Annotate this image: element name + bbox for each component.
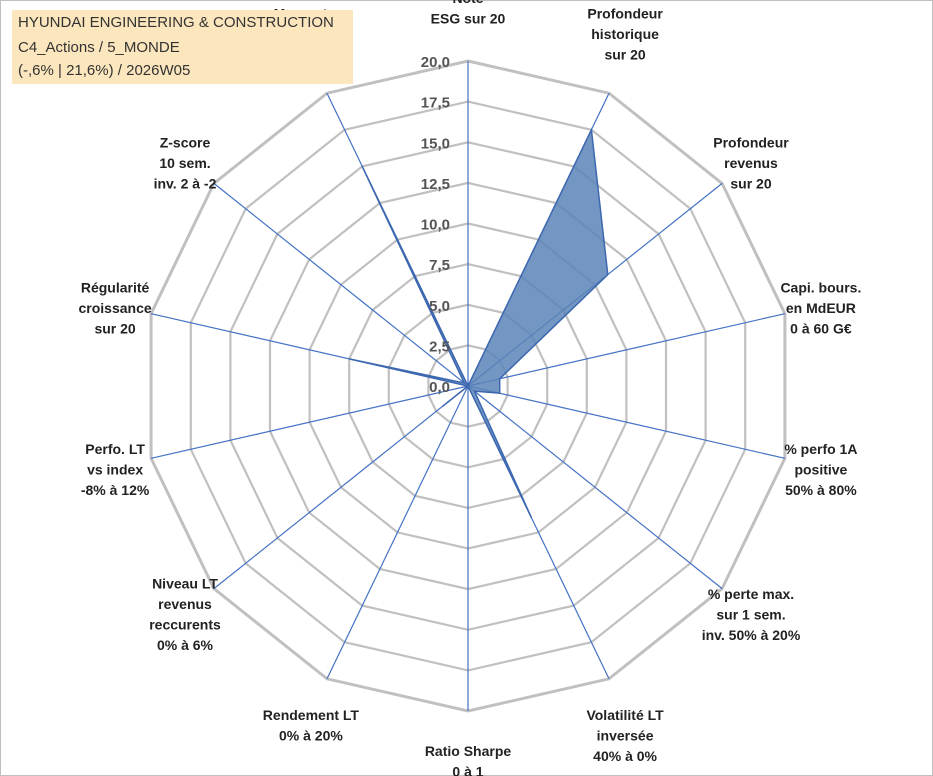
- tick-label: 5,0: [429, 298, 450, 315]
- axis-label: Z-score: [160, 135, 211, 151]
- axis-label: 40% à 0%: [593, 748, 657, 764]
- chart-period: (-,6% | 21,6%) / 2026W05: [18, 62, 191, 79]
- axis-label: Capi. bours.: [780, 280, 861, 296]
- axis-label: sur 20: [730, 176, 771, 192]
- axis-label: sur 20: [94, 321, 135, 337]
- tick-label: 12,5: [421, 176, 450, 193]
- axis-label: sur 1 sem.: [716, 607, 785, 623]
- axis-label: 0 à 60 G€: [790, 321, 852, 337]
- tick-label: 17,5: [421, 95, 450, 112]
- radar-spoke: [213, 385, 469, 590]
- radar-spoke: [150, 385, 469, 459]
- axis-label: inv. 50% à 20%: [702, 627, 801, 643]
- radar-spoke: [213, 182, 469, 387]
- axis-label: inversée: [597, 728, 654, 744]
- axis-label: revenus: [724, 155, 778, 171]
- radar-spoke: [326, 385, 469, 680]
- tick-label: 0,0: [429, 379, 450, 396]
- chart-subtitle: C4_Actions / 5_MONDE: [18, 39, 180, 56]
- axis-label: 0 à 1: [452, 764, 483, 776]
- axis-label: Note: [452, 0, 483, 6]
- axis-label: 10 sem.: [159, 155, 210, 171]
- radar-series: [349, 127, 609, 519]
- axis-label: positive: [794, 461, 847, 477]
- radar-tick-labels: 0,0 2,5 5,0 7,5 10,0 12,5 15,0 17,5 20,0: [421, 54, 450, 396]
- axis-label: vs index: [87, 461, 143, 477]
- axis-label: Volatilité LT: [586, 707, 664, 723]
- axis-label: Profondeur: [713, 135, 789, 151]
- axis-label: revenus: [158, 596, 212, 612]
- radar-spoke: [467, 313, 786, 387]
- tick-label: 10,0: [421, 217, 450, 234]
- axis-label: ESG sur 20: [431, 11, 506, 27]
- axis-label: 0% à 20%: [279, 728, 343, 744]
- axis-label: sur 20: [604, 46, 645, 62]
- tick-label: 7,5: [429, 257, 450, 274]
- axis-label: Profondeur: [587, 5, 663, 21]
- chart-title: HYUNDAI ENGINEERING & CONSTRUCTION: [18, 14, 334, 31]
- axis-label: -8% à 12%: [81, 482, 150, 498]
- axis-label: 0% à 6%: [157, 637, 214, 653]
- title-box: HYUNDAI ENGINEERING & CONSTRUCTION C4_Ac…: [12, 10, 353, 84]
- axis-label: croissance: [79, 300, 152, 316]
- axis-label: inv. 2 à -2: [154, 176, 217, 192]
- axis-label: Perfo. LT: [85, 441, 145, 457]
- axis-label: historique: [591, 26, 659, 42]
- radar-axis-labels: Note ESG sur 20 Profondeur historique sur 20…: [79, 0, 862, 776]
- axis-label: % perte max.: [708, 586, 794, 602]
- tick-label: 2,5: [429, 338, 450, 355]
- axis-label: en MdEUR: [786, 300, 856, 316]
- tick-label: 20,0: [421, 54, 450, 71]
- axis-label: % perfo 1A: [784, 441, 857, 457]
- radar-spoke: [467, 385, 786, 459]
- axis-label: Rendement LT: [263, 707, 360, 723]
- axis-label: reccurents: [149, 617, 221, 633]
- axis-label: Ratio Sharpe: [425, 743, 512, 759]
- radar-spoke: [467, 385, 723, 590]
- axis-label: Régularité: [81, 280, 150, 296]
- tick-label: 15,0: [421, 135, 450, 152]
- series-area: [349, 127, 609, 519]
- axis-label: 50% à 80%: [785, 482, 857, 498]
- axis-label: Niveau LT: [152, 576, 218, 592]
